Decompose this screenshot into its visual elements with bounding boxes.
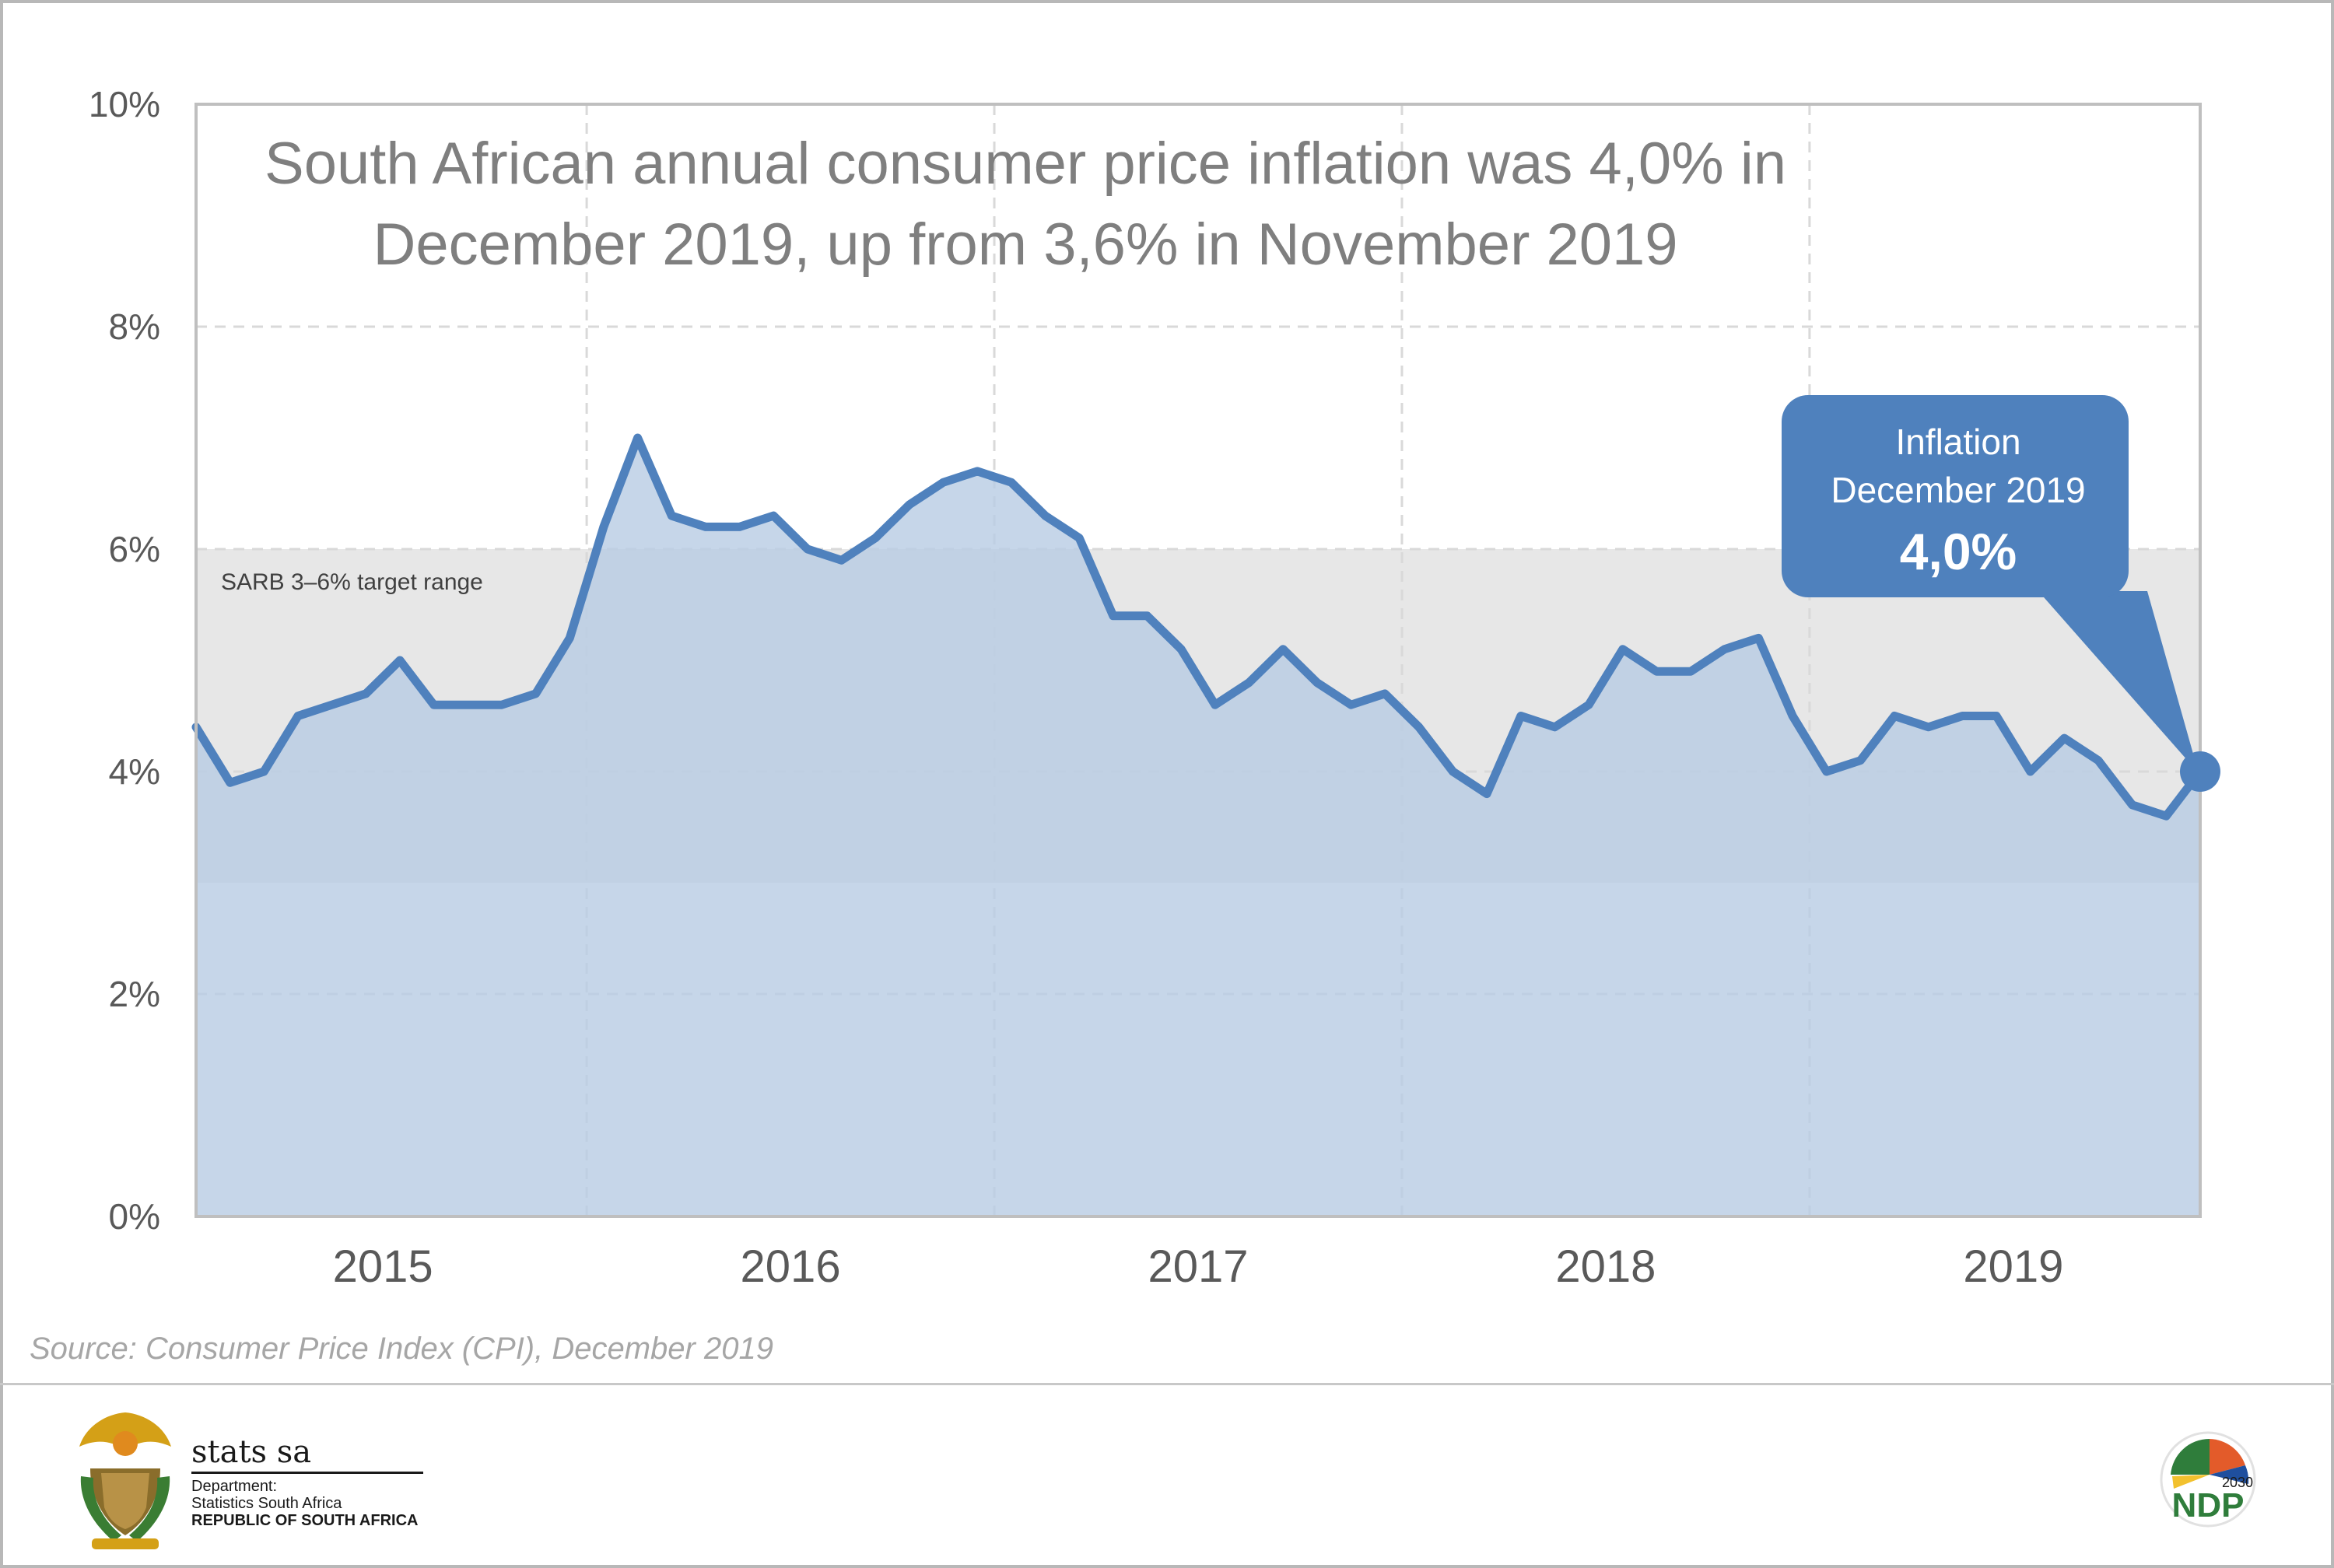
ndp-year: 2030 <box>2222 1475 2253 1490</box>
source-note: Source: Consumer Price Index (CPI), Dece… <box>30 1332 773 1366</box>
data-point <box>906 501 913 509</box>
target-range-label: SARB 3–6% target range <box>221 569 483 595</box>
ndp-2030-logo: 2030 NDP <box>2160 1431 2256 1528</box>
data-point <box>464 701 471 709</box>
data-point <box>668 512 675 520</box>
chart-title-line-1: South African annual consumer price infl… <box>265 131 1786 197</box>
inflation-chart: 0% 2% 4% 6% 8% 10% 2015 2016 2017 2018 2019 SARB … <box>89 84 2220 1292</box>
data-point <box>973 467 981 475</box>
y-tick-label: 6% <box>109 529 160 569</box>
data-point <box>1891 712 1898 720</box>
data-point <box>532 690 540 698</box>
data-point <box>1177 646 1185 653</box>
data-point <box>838 556 846 564</box>
data-point <box>328 701 336 709</box>
x-axis-labels: 2015 2016 2017 2018 2019 <box>333 1241 2064 1292</box>
data-point <box>1211 701 1219 709</box>
data-point <box>1789 712 1796 720</box>
data-point <box>2094 757 2102 765</box>
data-point <box>294 712 302 720</box>
data-point <box>1042 512 1050 520</box>
data-point <box>1992 712 2000 720</box>
stats-sa-logo: stats sa Department: Statistics South Af… <box>75 1406 440 1554</box>
plot-border <box>194 103 2202 1218</box>
callout-value: 4,0% <box>1900 523 2017 580</box>
data-point <box>736 523 744 530</box>
data-point <box>1619 646 1627 653</box>
data-point <box>1754 634 1762 642</box>
coat-of-arms-icon <box>79 1412 171 1549</box>
data-point <box>940 478 948 486</box>
data-point <box>1652 667 1660 675</box>
data-point <box>1109 612 1117 620</box>
data-point <box>226 779 234 786</box>
data-point <box>1245 679 1253 687</box>
data-point <box>600 523 608 530</box>
x-tick-label: 2018 <box>1555 1241 1656 1292</box>
y-tick-label: 0% <box>109 1196 160 1237</box>
data-point <box>634 434 642 442</box>
data-point <box>362 690 370 698</box>
data-point <box>1449 768 1456 775</box>
data-point <box>1075 534 1083 542</box>
org-name-underline <box>191 1472 423 1474</box>
x-tick-label: 2019 <box>1963 1241 2063 1292</box>
data-point <box>1008 478 1015 486</box>
inflation-line <box>191 433 2205 821</box>
data-point <box>1856 757 1864 765</box>
callout-pointer <box>2038 591 2199 773</box>
ndp-word: NDP <box>2172 1486 2245 1524</box>
x-tick-label: 2015 <box>333 1241 433 1292</box>
data-point <box>1925 723 1933 731</box>
data-point <box>1144 612 1151 620</box>
data-point <box>804 545 811 553</box>
y-axis-labels: 0% 2% 4% 6% 8% 10% <box>89 84 160 1237</box>
data-point <box>498 701 506 709</box>
data-point <box>2129 801 2136 809</box>
department-label: Department: Statistics South Africa <box>191 1478 342 1512</box>
inflation-callout: Inflation December 2019 4,0% <box>1782 395 2199 773</box>
callout-box <box>1782 395 2129 597</box>
data-point <box>1517 712 1525 720</box>
data-point <box>430 701 438 709</box>
data-point <box>1381 690 1389 698</box>
data-point <box>1483 790 1491 798</box>
y-tick-label: 10% <box>89 84 160 124</box>
data-point <box>769 512 777 520</box>
data-point <box>396 656 404 664</box>
x-tick-label: 2017 <box>1148 1241 1248 1292</box>
country-label: REPUBLIC OF SOUTH AFRICA <box>191 1512 419 1529</box>
data-point <box>1585 701 1593 709</box>
y-tick-label: 4% <box>109 751 160 792</box>
org-name: stats sa <box>191 1434 312 1470</box>
data-point <box>1279 646 1287 653</box>
inflation-area <box>196 438 2200 1216</box>
data-point <box>1721 646 1729 653</box>
data-point <box>1823 768 1831 775</box>
callout-line-2: December 2019 <box>1831 470 2085 510</box>
data-point <box>2060 734 2068 742</box>
data-point <box>1415 723 1423 731</box>
x-tick-label: 2016 <box>741 1241 841 1292</box>
data-point <box>1687 667 1694 675</box>
department-line-1: Department: <box>191 1478 278 1495</box>
data-point <box>2162 812 2170 820</box>
data-point <box>871 534 879 542</box>
data-point <box>1313 679 1321 687</box>
data-point <box>566 634 573 642</box>
data-point <box>260 768 268 775</box>
latest-value-marker <box>2180 751 2220 792</box>
data-point <box>1958 712 1966 720</box>
chart-title-line-2: December 2019, up from 3,6% in November … <box>373 212 1677 278</box>
data-point <box>2027 768 2034 775</box>
department-line-2: Statistics South Africa <box>191 1495 342 1512</box>
data-point <box>1551 723 1558 731</box>
data-point <box>1347 701 1354 709</box>
footer-divider <box>0 1383 2334 1385</box>
y-tick-label: 2% <box>109 974 160 1014</box>
callout-line-1: Inflation <box>1895 422 2020 462</box>
y-tick-label: 8% <box>109 306 160 347</box>
data-point <box>702 523 710 530</box>
